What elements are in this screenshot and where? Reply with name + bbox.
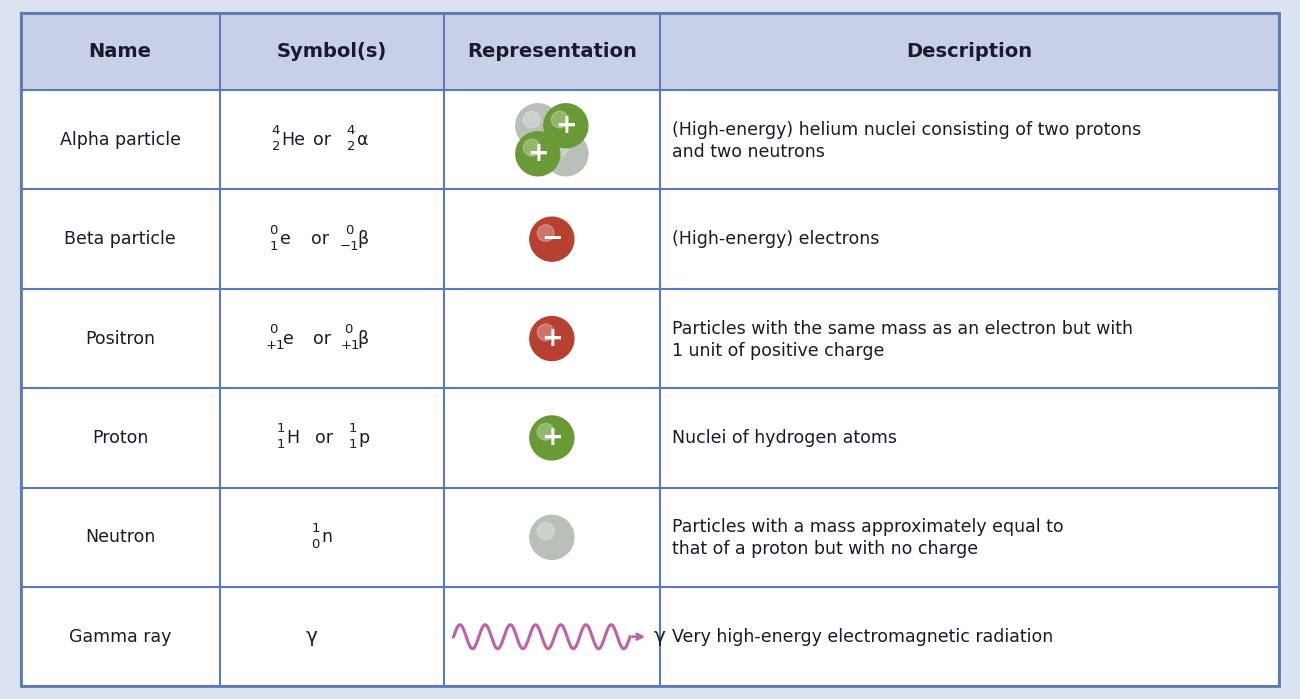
Text: 1: 1 [312, 522, 320, 535]
Text: H: H [286, 429, 300, 447]
Text: +1: +1 [341, 339, 360, 352]
Text: e: e [282, 329, 294, 347]
Text: +: + [541, 326, 563, 352]
Text: or: or [312, 329, 330, 347]
Circle shape [530, 416, 573, 460]
Circle shape [551, 111, 568, 128]
Text: or: or [315, 429, 333, 447]
Text: Very high-energy electromagnetic radiation: Very high-energy electromagnetic radiati… [672, 628, 1053, 646]
Circle shape [516, 132, 560, 175]
Bar [21, 388, 1279, 488]
Text: Name: Name [88, 42, 152, 61]
Circle shape [543, 132, 588, 175]
Circle shape [524, 139, 539, 156]
Text: β: β [358, 329, 369, 347]
Text: +: + [526, 140, 549, 167]
Circle shape [551, 139, 568, 156]
Text: (High-energy) electrons: (High-energy) electrons [672, 230, 879, 248]
Text: 1 unit of positive charge: 1 unit of positive charge [672, 342, 884, 359]
Text: −1: −1 [339, 240, 359, 252]
Text: 1: 1 [348, 438, 358, 452]
Text: Alpha particle: Alpha particle [60, 131, 181, 149]
Text: 1: 1 [269, 240, 278, 252]
Text: 0: 0 [269, 224, 278, 237]
Text: that of a proton but with no charge: that of a proton but with no charge [672, 540, 978, 559]
Circle shape [530, 515, 573, 559]
Text: or: or [311, 230, 329, 248]
Text: 2: 2 [272, 140, 280, 153]
Text: He: He [282, 131, 306, 149]
Circle shape [537, 224, 554, 241]
Text: Symbol(s): Symbol(s) [277, 42, 386, 61]
Text: Proton: Proton [92, 429, 148, 447]
Text: Representation: Representation [467, 42, 637, 61]
Text: Description: Description [906, 42, 1032, 61]
Text: e: e [280, 230, 290, 248]
Text: Particles with a mass approximately equal to: Particles with a mass approximately equa… [672, 519, 1063, 536]
Circle shape [530, 317, 573, 361]
Bar [21, 289, 1279, 388]
Text: 0: 0 [346, 224, 354, 237]
Text: γ: γ [306, 627, 317, 646]
Text: +: + [541, 425, 563, 451]
Text: Neutron: Neutron [84, 528, 156, 547]
Text: Nuclei of hydrogen atoms: Nuclei of hydrogen atoms [672, 429, 897, 447]
Text: α: α [356, 131, 368, 149]
Circle shape [537, 424, 554, 440]
Text: 1: 1 [348, 422, 358, 435]
Text: Gamma ray: Gamma ray [69, 628, 172, 646]
Text: γ: γ [654, 627, 666, 646]
Text: 2: 2 [347, 140, 355, 153]
Bar [21, 90, 1279, 189]
Text: 0: 0 [269, 323, 278, 336]
Text: 1: 1 [277, 438, 285, 452]
Text: 4: 4 [272, 124, 280, 137]
Text: Positron: Positron [86, 329, 155, 347]
Text: +1: +1 [265, 339, 285, 352]
Bar [21, 13, 1279, 90]
Circle shape [524, 111, 539, 128]
Text: p: p [359, 429, 369, 447]
Text: 4: 4 [347, 124, 355, 137]
Bar [21, 189, 1279, 289]
Text: 1: 1 [277, 422, 285, 435]
Bar [21, 587, 1279, 686]
Text: β: β [358, 230, 369, 248]
Circle shape [537, 324, 554, 340]
Text: or: or [312, 131, 330, 149]
Text: +: + [555, 113, 577, 139]
Circle shape [516, 103, 560, 147]
Text: n: n [321, 528, 333, 547]
Text: 0: 0 [312, 538, 320, 551]
Text: −: − [541, 226, 563, 252]
Bar [21, 488, 1279, 587]
Text: and two neutrons: and two neutrons [672, 143, 826, 161]
Circle shape [530, 217, 573, 261]
Text: Particles with the same mass as an electron but with: Particles with the same mass as an elect… [672, 319, 1134, 338]
Text: Beta particle: Beta particle [64, 230, 176, 248]
Text: 0: 0 [344, 323, 354, 336]
Circle shape [543, 103, 588, 147]
Text: (High-energy) helium nuclei consisting of two protons: (High-energy) helium nuclei consisting o… [672, 121, 1141, 139]
Circle shape [537, 523, 554, 540]
